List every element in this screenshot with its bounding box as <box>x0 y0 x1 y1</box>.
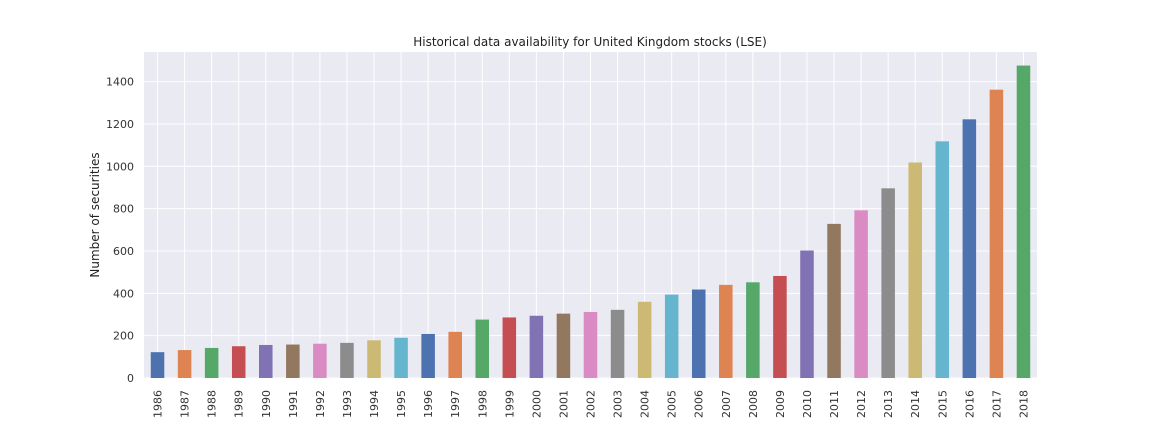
x-tick-label: 2018 <box>1017 390 1030 418</box>
x-tick-label: 1988 <box>206 390 219 418</box>
y-tick-label: 1200 <box>106 118 134 131</box>
bar-2012 <box>854 210 868 378</box>
y-tick-label: 1400 <box>106 76 134 89</box>
x-tick-label: 1992 <box>314 390 327 418</box>
bar-1988 <box>204 347 219 378</box>
x-tick-label: 1994 <box>368 390 381 418</box>
x-tick-label: 1997 <box>449 390 462 418</box>
bar-1992 <box>313 343 327 378</box>
bar-2006 <box>691 289 706 378</box>
bar-2013 <box>881 188 895 378</box>
bar-2011 <box>827 223 841 378</box>
bar-2016 <box>962 119 977 378</box>
bar-2010 <box>800 250 814 378</box>
bar-1986 <box>150 352 165 378</box>
bar-1999 <box>502 317 517 378</box>
bar-2002 <box>583 311 598 378</box>
x-tick-label: 1986 <box>152 390 165 418</box>
x-tick-label: 2003 <box>612 390 625 418</box>
bar-1995 <box>394 337 408 378</box>
y-tick-label: 200 <box>113 330 134 343</box>
x-tick-label: 1989 <box>233 390 246 418</box>
x-tick-label: 1990 <box>260 390 273 418</box>
x-tick-label: 2007 <box>720 390 733 418</box>
bar-1998 <box>475 319 490 378</box>
y-tick-label: 0 <box>127 372 134 385</box>
chart-title: Historical data availability for United … <box>413 35 767 49</box>
bar-2014 <box>908 162 922 378</box>
x-tick-label: 2001 <box>557 390 570 418</box>
x-tick-label: 1993 <box>341 390 354 418</box>
x-tick-label: 2016 <box>963 390 976 418</box>
x-tick-label: 1999 <box>503 390 516 418</box>
y-tick-label: 1000 <box>106 160 134 173</box>
y-tick-label: 800 <box>113 203 134 216</box>
bar-2008 <box>746 282 760 378</box>
bar-1994 <box>367 340 381 378</box>
x-tick-label: 1996 <box>422 390 435 418</box>
x-tick-label: 2017 <box>990 390 1003 418</box>
y-tick-labels: 0 200 400 600 800 1000 1200 1400 <box>106 76 134 385</box>
bar-2000 <box>529 315 544 378</box>
x-tick-label: 2000 <box>530 390 543 418</box>
bar-2018 <box>1016 65 1031 379</box>
x-tick-label: 2009 <box>774 390 787 418</box>
y-axis-label: Number of securities <box>88 152 102 277</box>
bar-1987 <box>177 350 192 378</box>
bar-2004 <box>637 301 652 378</box>
y-tick-label: 400 <box>113 287 134 300</box>
bar-2003 <box>610 309 625 378</box>
bar-1990 <box>259 344 273 378</box>
x-tick-label: 1995 <box>395 390 408 418</box>
x-tick-label: 2008 <box>747 390 760 418</box>
x-tick-label: 2014 <box>909 390 922 418</box>
x-tick-label: 2006 <box>693 390 706 418</box>
x-tick-label: 1998 <box>476 390 489 418</box>
x-tick-label: 2012 <box>855 390 868 418</box>
bar-1996 <box>421 333 435 378</box>
bar-2017 <box>989 89 1004 379</box>
bar-1989 <box>231 346 246 378</box>
x-tick-label: 2011 <box>828 390 841 418</box>
bar-2015 <box>935 141 950 378</box>
bar-1991 <box>286 344 300 378</box>
x-tick-label: 2004 <box>639 390 652 418</box>
bar-2007 <box>719 284 733 378</box>
x-tick-label: 2013 <box>882 390 895 418</box>
bar-2005 <box>664 294 679 378</box>
bar-2001 <box>556 313 571 378</box>
x-tick-label: 2010 <box>801 390 814 418</box>
x-tick-label: 2002 <box>585 390 598 418</box>
bar-1993 <box>340 342 354 378</box>
x-tick-label: 1991 <box>287 390 300 418</box>
bar-1997 <box>448 331 462 378</box>
x-tick-label: 1987 <box>179 390 192 418</box>
x-tick-labels: 1986 1987 1988 1989 1990 1991 1992 1993 1994 1995… <box>152 390 1031 418</box>
bar-2009 <box>773 275 787 378</box>
y-tick-label: 600 <box>113 245 134 258</box>
x-tick-label: 2015 <box>936 390 949 418</box>
bars <box>150 65 1031 379</box>
x-tick-label: 2005 <box>666 390 679 418</box>
